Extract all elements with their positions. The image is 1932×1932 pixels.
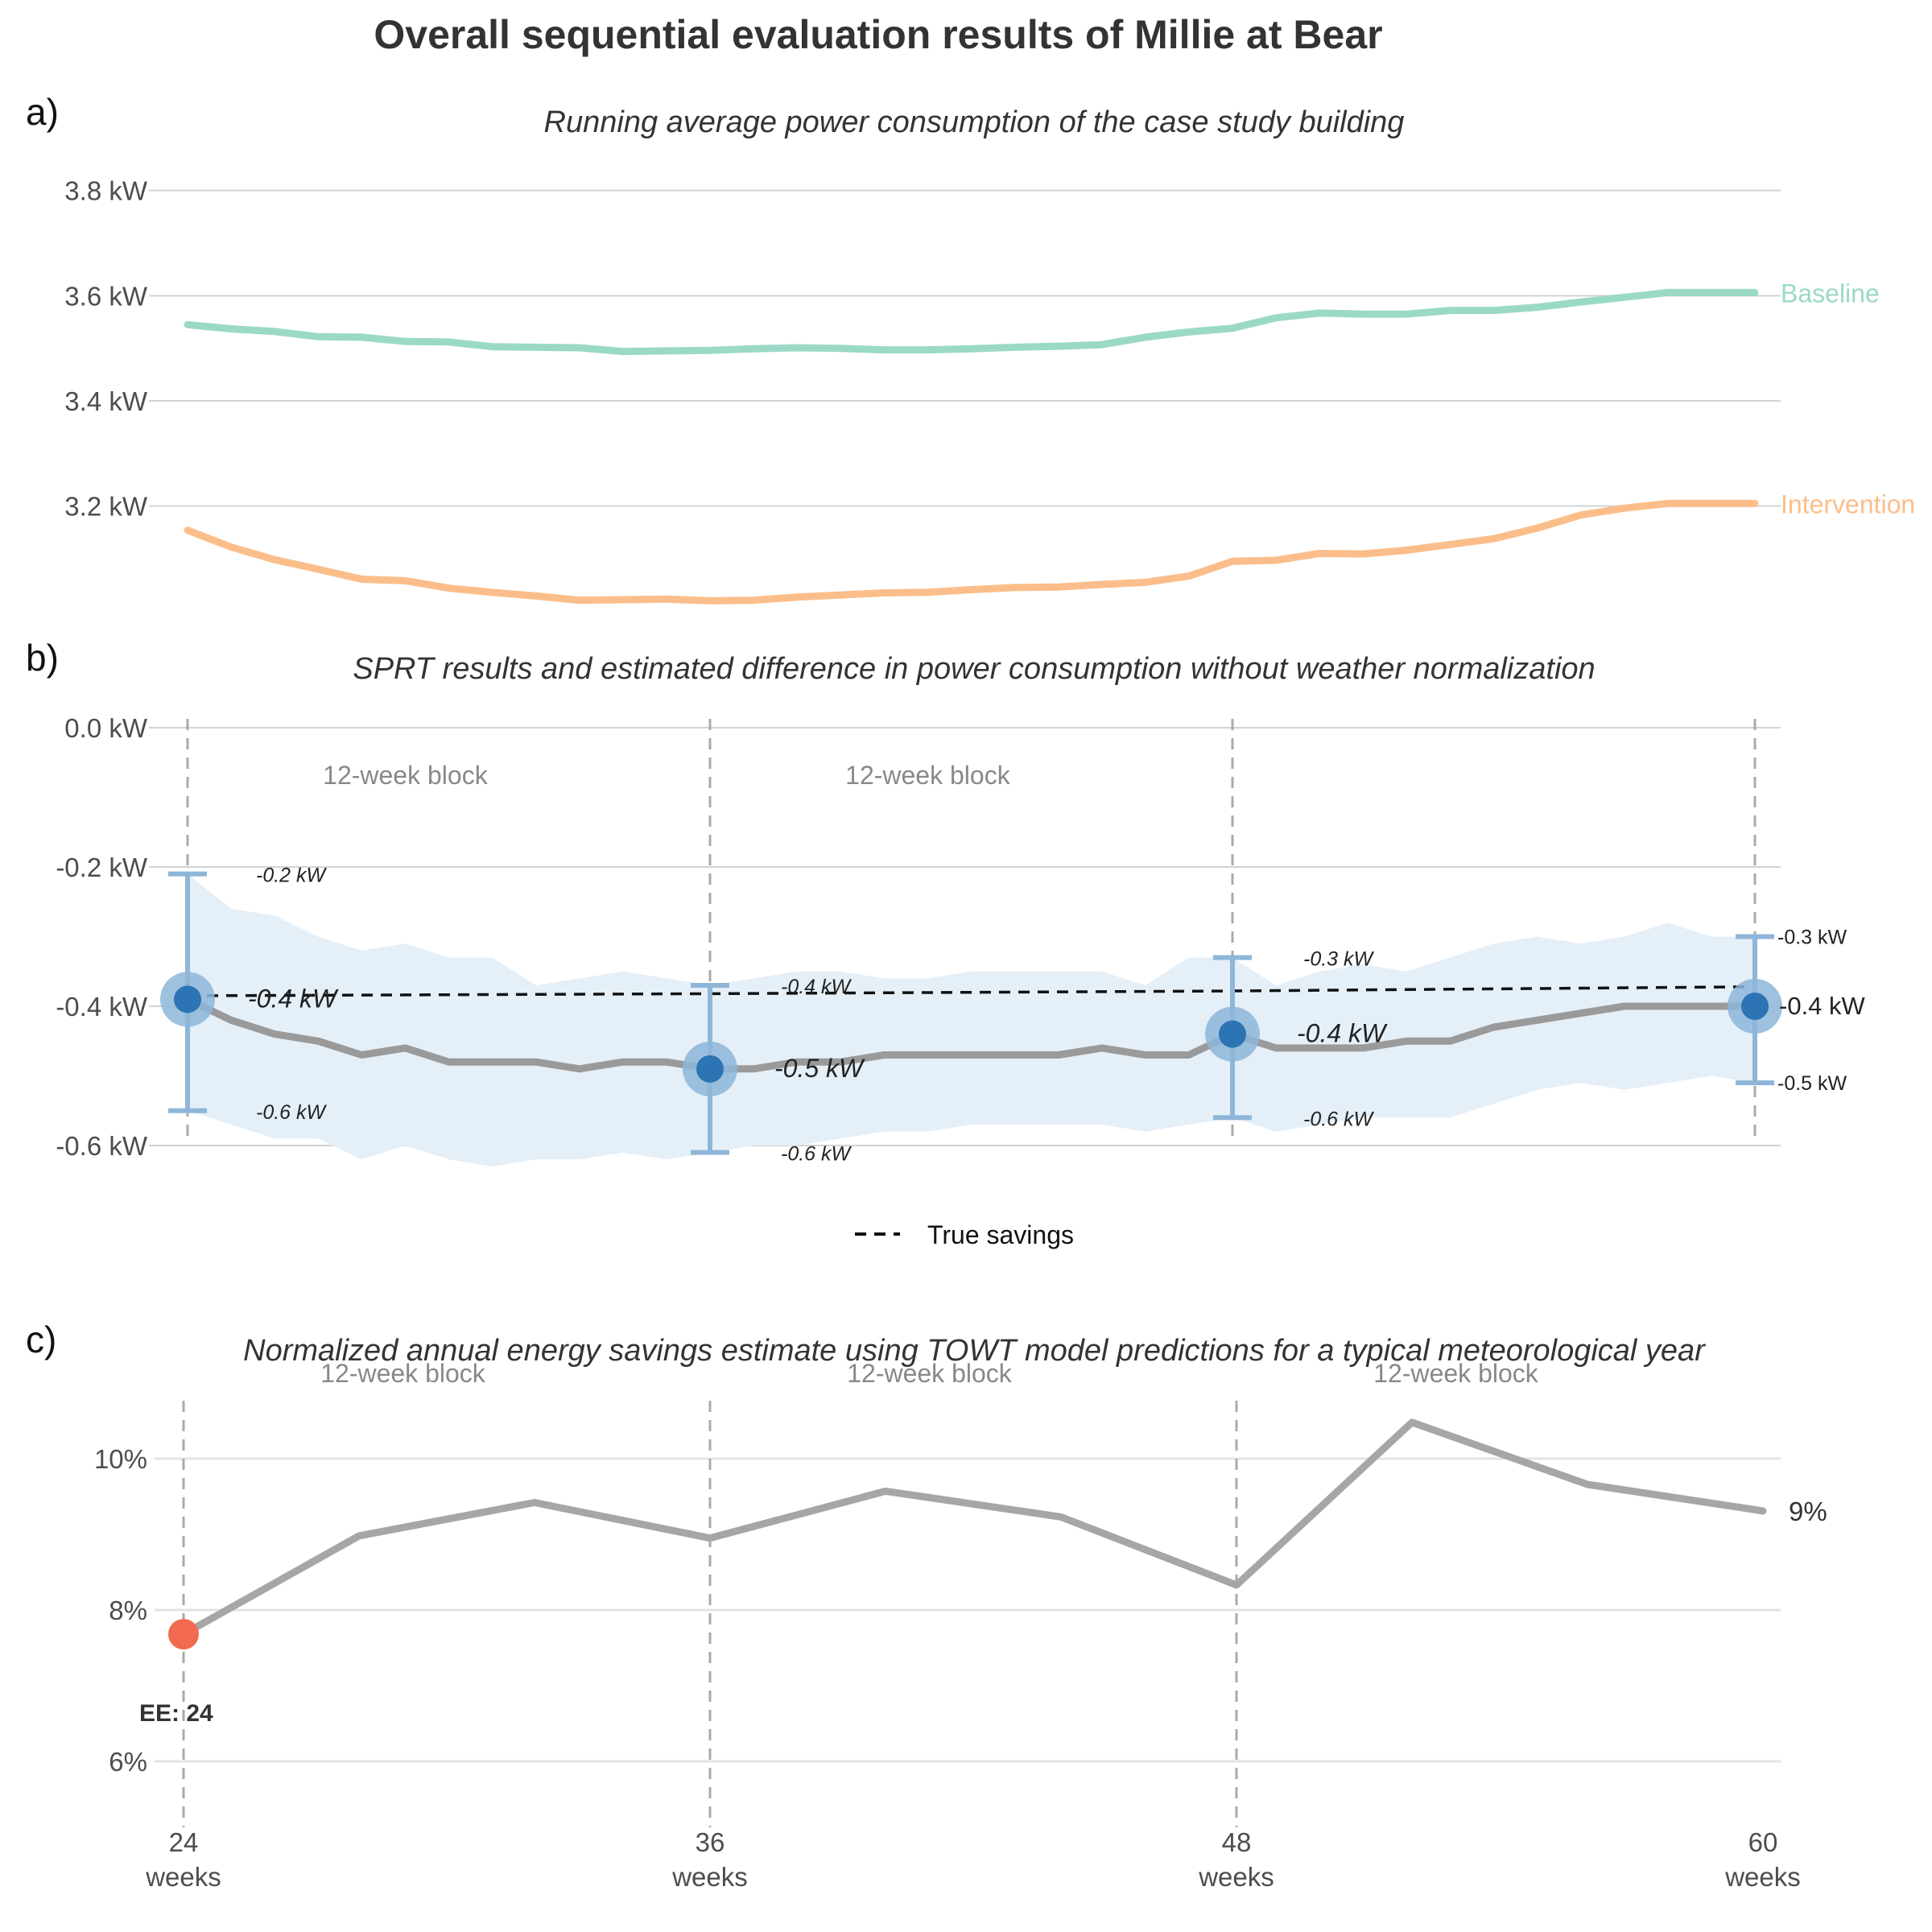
series-intervention-line [184,499,1759,605]
panel-a-gridlines [149,189,1781,507]
sprt-estimate-label: -0.5 kW [774,1054,865,1083]
x-tick-label: 36 [696,1827,725,1857]
sprt-point [1741,993,1769,1020]
panel-c-y-tick-label: 8% [109,1596,147,1625]
panel-b-y-axis: 0.0 kW -0.2 kW -0.4 kW -0.6 kW [56,713,148,1161]
panel-a: a) Running average power consumption of … [26,91,1915,605]
panel-b: b) SPRT results and estimated difference… [26,637,1866,1249]
x-tick-label: 48 [1222,1827,1252,1857]
panel-a-title: Running average power consumption of the… [544,105,1405,139]
early-stop-point [168,1619,199,1650]
block-label: 12-week block [1373,1359,1539,1388]
panel-a-y-tick-label: 3.4 kW [64,386,148,416]
sprt-lower-label: -0.6 kW [781,1143,852,1166]
panel-c-y-axis: 6% 8% 10% [94,1444,147,1777]
sprt-upper-label: -0.4 kW [781,976,852,998]
x-tick-unit-label: weeks [145,1862,221,1892]
sprt-estimate-label: -0.4 kW [1297,1019,1388,1048]
sprt-estimate-label: -0.4 kW [248,984,339,1013]
chart-title: Overall sequential evaluation results of… [374,12,1382,57]
x-tick-unit-label: weeks [1198,1862,1274,1892]
panel-a-y-tick-label: 3.8 kW [64,176,148,206]
panel-b-y-tick-label: -0.6 kW [56,1131,148,1161]
estimated-difference-line [184,995,1759,1073]
true-savings-line [187,985,1756,997]
sprt-point [696,1055,724,1083]
panel-a-y-tick-label: 3.2 kW [64,492,148,522]
panel-a-y-axis: 3.2 kW 3.4 kW 3.6 kW 3.8 kW [64,176,148,522]
sprt-lower-label: -0.6 kW [1303,1108,1375,1130]
panel-b-legend: True savings [855,1220,1074,1249]
sprt-upper-label: -0.3 kW [1777,927,1847,949]
sprt-estimate-label: -0.4 kW [1779,992,1866,1020]
panel-b-y-tick-label: 0.0 kW [64,713,148,743]
panel-c-title: Normalized annual energy savings estimat… [243,1334,1706,1368]
block-label: 12-week block [323,761,489,790]
panel-c-series: 9% EE: 24 [139,1418,1827,1727]
x-tick-label: 24 [169,1827,199,1857]
panel-c-label: c) [26,1319,56,1360]
savings-estimate-line [180,1418,1767,1638]
panel-c-y-tick-label: 6% [109,1747,147,1777]
sprt-lower-label: -0.6 kW [256,1101,328,1124]
x-tick-unit-label: weeks [1724,1862,1801,1892]
panel-a-series: Baseline Intervention [184,279,1915,605]
panel-c-x-axis: 24 weeks 36 weeks 48 weeks 60 weeks [145,1827,1801,1892]
early-stop-label: EE: 24 [139,1700,213,1727]
series-baseline-line [184,288,1759,356]
savings-end-label: 9% [1789,1496,1827,1526]
block-label: 12-week block [320,1359,486,1388]
sprt-point [174,985,201,1013]
panel-b-y-tick-label: -0.2 kW [56,852,148,882]
panel-b-label: b) [26,637,59,679]
panel-b-y-tick-label: -0.4 kW [56,992,148,1022]
x-tick-unit-label: weeks [671,1862,748,1892]
panel-a-label: a) [26,91,59,133]
panel-a-y-tick-label: 3.6 kW [64,281,148,311]
panel-b-series: -0.4 kW -0.2 kW -0.6 kW -0.5 kW -0.4 kW -0.6 … [160,865,1866,1166]
confidence-band [188,873,1755,1166]
sprt-point [1219,1020,1246,1048]
panel-b-confidence-band [188,873,1755,1166]
series-baseline-label: Baseline [1781,279,1880,308]
x-tick-label: 60 [1748,1827,1778,1857]
series-intervention-label: Intervention [1781,489,1915,518]
legend-true-savings-label: True savings [927,1220,1074,1249]
block-label: 12-week block [845,761,1011,790]
panel-c: c) Normalized annual energy savings esti… [26,1319,1827,1892]
panel-b-title: SPRT results and estimated difference in… [353,652,1595,686]
panel-c-y-tick-label: 10% [94,1444,147,1474]
panel-c-block-markers: 12-week block 12-week block 12-week block [182,1359,1539,1827]
sprt-upper-label: -0.2 kW [256,865,328,887]
block-label: 12-week block [847,1359,1013,1388]
sprt-upper-label: -0.3 kW [1303,947,1375,970]
sprt-lower-label: -0.5 kW [1777,1072,1847,1095]
